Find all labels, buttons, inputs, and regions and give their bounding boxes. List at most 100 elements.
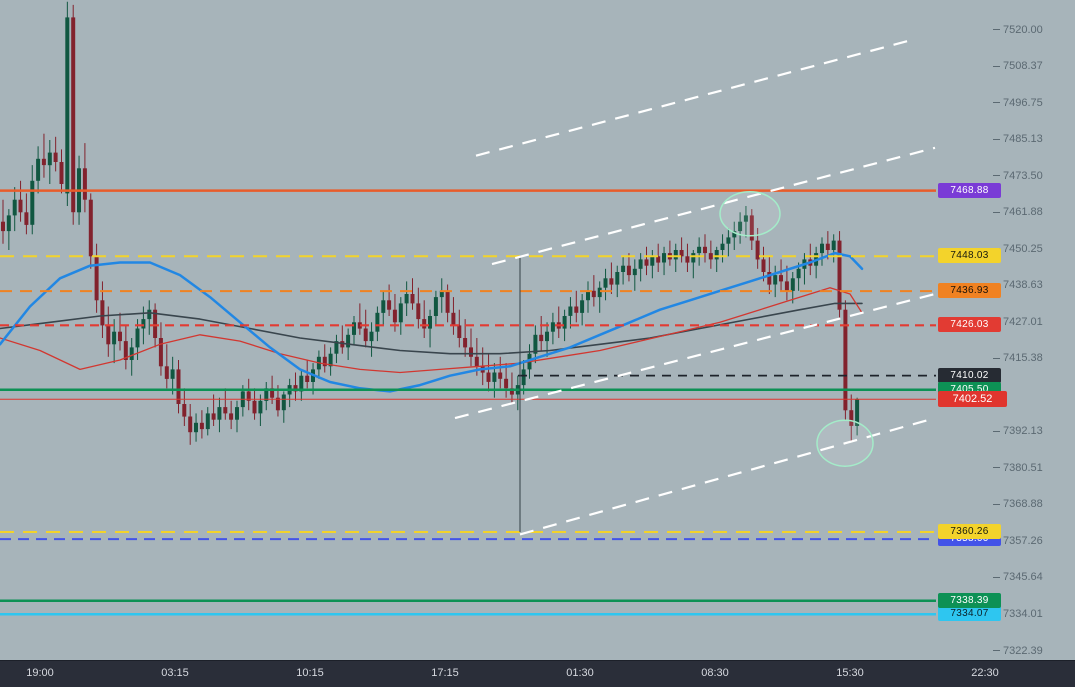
candle xyxy=(340,341,345,348)
price-tick-label: 7368.88 xyxy=(993,498,1043,510)
candle xyxy=(1,221,5,232)
candle xyxy=(135,328,140,348)
candle xyxy=(428,316,432,329)
candle xyxy=(580,300,585,313)
candle xyxy=(404,294,409,304)
candle xyxy=(41,158,46,166)
candle xyxy=(439,290,444,298)
candle xyxy=(445,290,450,313)
candle xyxy=(755,240,760,260)
candle xyxy=(656,256,661,263)
candle xyxy=(129,347,134,360)
price-tick-label: 7380.51 xyxy=(993,462,1043,474)
candle xyxy=(305,375,310,382)
candle xyxy=(708,253,713,260)
tick-mark xyxy=(993,430,1000,432)
price-level-label: 7448.03 xyxy=(938,248,1001,264)
candle xyxy=(334,341,339,354)
candle xyxy=(568,306,573,316)
tick-mark xyxy=(993,102,1000,104)
candle xyxy=(457,325,462,338)
drawings-layer xyxy=(454,39,936,536)
tick-mark xyxy=(993,650,1000,651)
levels-layer xyxy=(0,189,936,616)
tick-mark xyxy=(993,503,1000,505)
candle xyxy=(392,309,397,323)
candle xyxy=(691,253,696,263)
price-tick-label: 7415.38 xyxy=(993,352,1043,364)
candle xyxy=(36,158,41,181)
candle xyxy=(299,375,304,392)
candle xyxy=(153,309,158,338)
candle xyxy=(398,303,403,323)
candle xyxy=(626,265,631,276)
time-tick-label: 19:00 xyxy=(26,667,54,679)
moving-averages-layer xyxy=(0,251,864,393)
price-tick-label: 7508.37 xyxy=(993,60,1043,72)
candle xyxy=(223,407,228,414)
price-tick-label: 7473.50 xyxy=(993,170,1043,182)
candle xyxy=(352,322,356,335)
candle xyxy=(123,341,128,360)
candle xyxy=(609,278,614,285)
candle xyxy=(24,212,29,225)
candle xyxy=(761,259,766,272)
candle xyxy=(12,199,17,216)
candle xyxy=(796,268,801,279)
tick-mark xyxy=(993,576,1000,578)
candle xyxy=(94,256,99,301)
candle xyxy=(281,394,286,411)
candle xyxy=(720,243,725,250)
candle xyxy=(773,275,778,285)
candle xyxy=(246,391,251,401)
candle xyxy=(199,422,204,430)
tick-mark xyxy=(993,211,1000,213)
time-axis[interactable]: 19:00 03:15 10:15 17:15 01:30 08:30 15:30 22:30 xyxy=(0,660,1075,687)
candle xyxy=(164,366,169,379)
price-level-label: 7338.39 xyxy=(938,592,1001,608)
candle xyxy=(498,372,503,379)
candle xyxy=(743,215,748,222)
candle xyxy=(322,356,327,367)
price-axis[interactable]: 7520.00 7508.37 7496.75 7485.13 7473.50 7461.… xyxy=(0,0,1075,660)
candle xyxy=(71,17,76,213)
price-tick-label: 7496.75 xyxy=(993,97,1043,109)
price-level-label: 7360.26 xyxy=(938,523,1001,539)
price-level-label: 7468.88 xyxy=(938,182,1001,198)
candle xyxy=(270,388,275,398)
candle xyxy=(521,369,526,386)
candle xyxy=(88,199,93,257)
candle xyxy=(679,250,684,257)
candle xyxy=(229,413,234,420)
candle xyxy=(170,369,175,379)
candle xyxy=(703,246,707,254)
candle xyxy=(188,416,193,433)
candle xyxy=(375,312,380,332)
candle xyxy=(685,256,690,263)
candle xyxy=(328,353,333,367)
time-tick-label: 22:30 xyxy=(971,667,999,679)
candle xyxy=(545,331,549,342)
candle xyxy=(574,306,579,313)
candle xyxy=(194,422,198,433)
candle xyxy=(767,272,772,285)
candle xyxy=(849,410,854,426)
candle xyxy=(504,378,509,389)
candle xyxy=(492,372,497,382)
time-tick-label: 03:15 xyxy=(161,667,189,679)
candle xyxy=(147,309,152,320)
candle xyxy=(235,407,239,420)
candle xyxy=(662,253,666,263)
candle xyxy=(369,331,374,342)
candle xyxy=(697,246,702,254)
candle xyxy=(65,17,70,194)
candle xyxy=(738,221,743,232)
candle xyxy=(118,331,122,342)
price-chart-canvas[interactable] xyxy=(0,0,1075,660)
candle xyxy=(820,243,824,254)
candle xyxy=(509,388,514,395)
candle xyxy=(632,268,637,276)
candle xyxy=(422,319,427,329)
candle xyxy=(264,388,269,401)
candle xyxy=(141,319,146,329)
